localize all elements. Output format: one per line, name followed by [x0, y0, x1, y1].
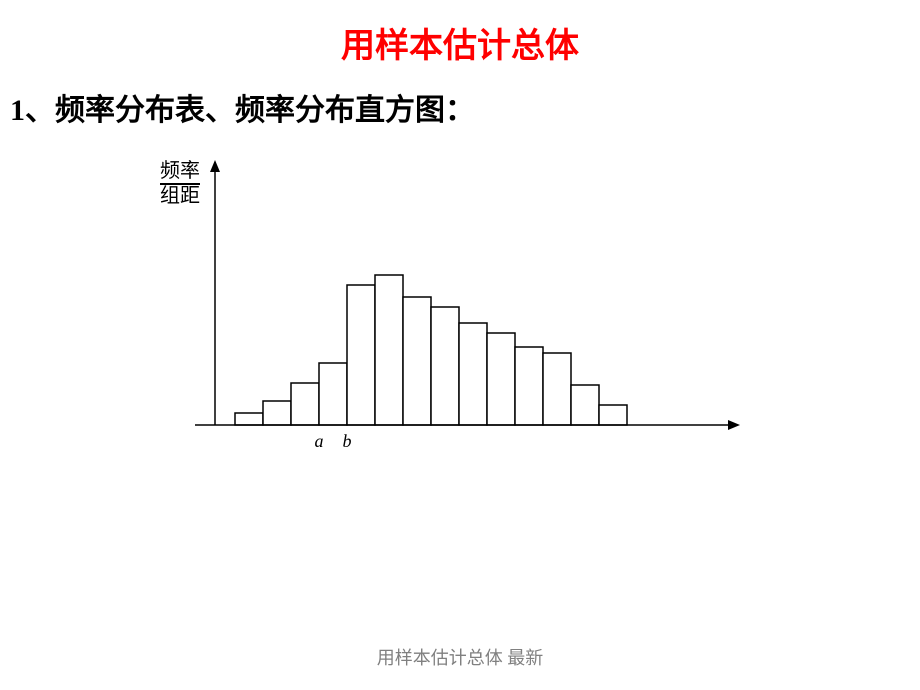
- svg-text:b: b: [343, 431, 352, 451]
- section-heading: 1、频率分布表、频率分布直方图：: [0, 85, 920, 129]
- y-label-numerator: 频率: [160, 160, 200, 183]
- svg-text:a: a: [315, 431, 324, 451]
- footer-label: 用样本估计总体 最新: [377, 648, 544, 668]
- footer-text: 用样本估计总体 最新: [0, 644, 920, 670]
- subtitle-text: 1、频率分布表、频率分布直方图：: [10, 94, 475, 127]
- y-label-denominator: 组距: [160, 183, 200, 208]
- title-text: 用样本估计总体: [341, 28, 579, 65]
- histogram-svg: ab: [160, 160, 760, 480]
- y-axis-label: 频率 组距: [160, 160, 200, 208]
- histogram-chart: 频率 组距 ab: [160, 160, 760, 480]
- page-title: 用样本估计总体: [0, 0, 920, 67]
